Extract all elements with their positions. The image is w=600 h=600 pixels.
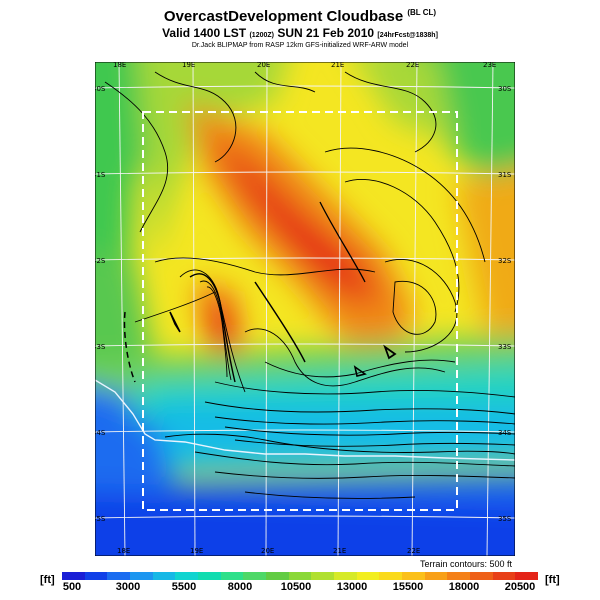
lat-label-right-30s: 30S xyxy=(498,85,512,93)
lon-label-top-22e: 22E xyxy=(406,62,419,69)
colorbar-swatch xyxy=(515,572,539,580)
colorbar-unit-left: [ft] xyxy=(40,574,55,586)
graticule xyxy=(94,61,516,557)
map-title-text: OvercastDevelopment Cloudbase xyxy=(163,8,404,25)
colorbar-tick-label: 20500 xyxy=(504,581,536,593)
colorbar-swatch xyxy=(470,572,494,580)
lon-label-bottom-18e: 18E xyxy=(117,547,130,555)
domain-boundary xyxy=(142,111,458,511)
colorbar-swatch xyxy=(266,572,290,580)
lat-label-left-33s: 33S xyxy=(95,343,106,351)
colorbar-swatch xyxy=(84,572,108,580)
colorbar-swatch xyxy=(356,572,380,580)
colorbar-tick-label: 8000 xyxy=(227,581,253,593)
colorbar-tick-label: 15500 xyxy=(392,581,424,593)
valid-code: (1200Z) xyxy=(249,32,274,39)
lat-label-left-32s: 32S xyxy=(95,257,106,265)
colorbar-swatch xyxy=(175,572,199,580)
colorbar-swatch xyxy=(220,572,244,580)
valid-date: SUN 21 Feb 2010 xyxy=(277,26,375,40)
model-credit: Dr.Jack BLIPMAP from RASP 12km GFS-initi… xyxy=(191,42,409,49)
lat-label-left-34s: 34S xyxy=(95,429,106,437)
colorbar-swatch xyxy=(447,572,471,580)
lat-label-right-31s: 31S xyxy=(498,171,512,179)
colorbar-swatch xyxy=(424,572,448,580)
lat-label-right-35s: 35S xyxy=(498,515,512,523)
colorbar-tick-label: 18000 xyxy=(448,581,480,593)
lon-label-bottom-21e: 21E xyxy=(333,547,346,555)
valid-run: [24hrFcst@1838h] xyxy=(377,32,438,39)
terrain-contour-note: Terrain contours: 500 ft xyxy=(419,559,512,569)
lat-label-right-33s: 33S xyxy=(498,343,512,351)
grid-labels: 18E 19E 20E 21E 22E 23E 18E 19E 20E 21E 22E 30S… xyxy=(92,61,512,555)
lon-label-bottom-20e: 20E xyxy=(261,547,274,555)
colorbar-swatch xyxy=(311,572,335,580)
colorbar-swatch xyxy=(130,572,154,580)
color-field xyxy=(95,62,515,556)
lat-label-right-32s: 32S xyxy=(498,257,512,265)
lon-label-top-19e: 19E xyxy=(182,62,195,69)
lat-label-right-34s: 34S xyxy=(498,429,512,437)
colorbar-swatch xyxy=(243,572,267,580)
colorbar-swatch xyxy=(492,572,516,580)
map-canvas: 18E 19E 20E 21E 22E 23E 18E 19E 20E 21E 22E 30S… xyxy=(92,61,516,557)
lat-label-left-35s: 35S xyxy=(95,515,106,523)
colorbar-tick-label: 13000 xyxy=(336,581,368,593)
valid-line: Valid 1400 LST xyxy=(162,26,247,40)
colorbar-swatch xyxy=(107,572,131,580)
lon-label-bottom-19e: 19E xyxy=(190,547,203,555)
cloudbase-map: 18E 19E 20E 21E 22E 23E 18E 19E 20E 21E 22E 30S… xyxy=(92,61,516,557)
lat-label-left-31s: 31S xyxy=(95,171,106,179)
colorbar-swatch xyxy=(62,572,86,580)
colorbar-tick-label: 500 xyxy=(62,581,82,593)
lon-label-bottom-22e: 22E xyxy=(407,547,420,555)
lon-label-top-21e: 21E xyxy=(331,62,344,69)
colorbar-swatch xyxy=(334,572,358,580)
colorbar-tick-label: 5500 xyxy=(171,581,197,593)
colorbar-swatch xyxy=(379,572,403,580)
colorbar-swatch xyxy=(152,572,176,580)
map-title-suffix: (BL CL) xyxy=(407,8,437,17)
colorbar-swatch xyxy=(198,572,222,580)
lon-label-top-18e: 18E xyxy=(113,62,126,69)
colorbar-swatch xyxy=(402,572,426,580)
map-title: OvercastDevelopment Cloudbase (BL CL) xyxy=(0,8,600,25)
colorbar-tick-label: 3000 xyxy=(115,581,141,593)
valid-time: Valid 1400 LST (1200Z) SUN 21 Feb 2010 [… xyxy=(0,26,600,40)
lat-label-left-30s: 30S xyxy=(95,85,106,93)
colorbar-swatch xyxy=(288,572,312,580)
contour-lines xyxy=(104,71,516,499)
colorbar xyxy=(62,572,539,580)
colorbar-unit-right: [ft] xyxy=(545,574,560,586)
lon-label-top-23e: 23E xyxy=(483,62,496,69)
colorbar-tick-label: 10500 xyxy=(280,581,312,593)
lon-label-top-20e: 20E xyxy=(257,62,270,69)
